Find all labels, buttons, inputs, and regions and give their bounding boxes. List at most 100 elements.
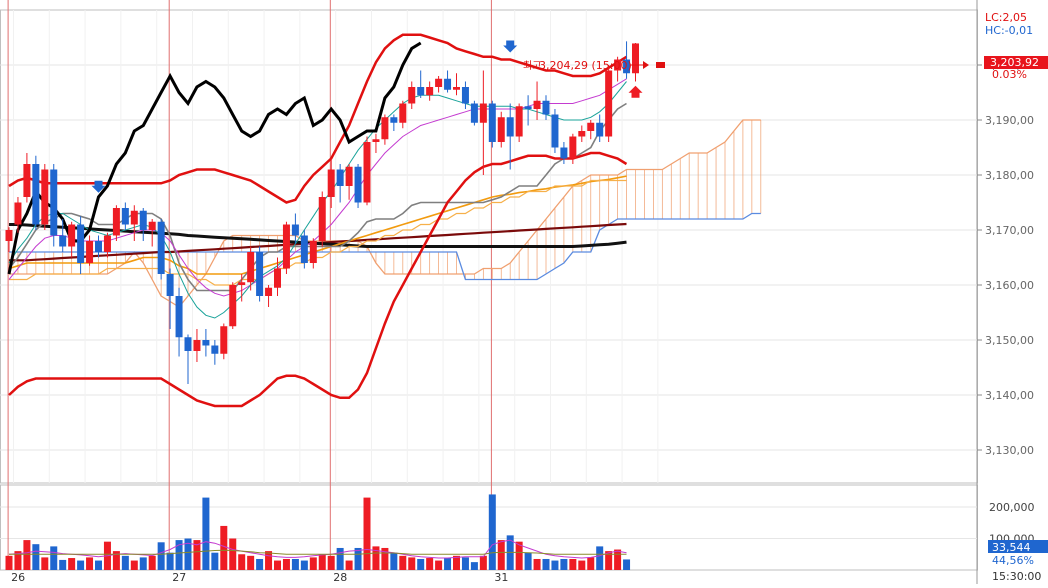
current-price-marker (656, 62, 665, 68)
volume-bar (41, 557, 49, 570)
volume-bar (327, 555, 335, 570)
ichimoku-span-b (9, 212, 761, 281)
current-price-tag (984, 56, 1048, 69)
volume-bar (121, 555, 129, 570)
candlestick-series (5, 40, 665, 384)
volume-bar (32, 544, 40, 570)
volume-bar (148, 555, 156, 570)
candle-body (256, 252, 264, 296)
volume-bar (461, 557, 469, 570)
candle-body (68, 224, 76, 247)
candle-body (345, 166, 353, 186)
volume-bar (229, 538, 237, 570)
volume-bar (166, 552, 174, 570)
volume-tick-label: 200,000 (989, 501, 1035, 514)
candle-body (542, 100, 550, 115)
candle-body (435, 78, 443, 87)
volume-bar (524, 552, 532, 570)
candle-body (632, 43, 639, 74)
ma-orange-line (8, 175, 627, 275)
volume-bar (560, 558, 568, 570)
volume-bar (470, 562, 478, 570)
candle-body (524, 106, 532, 109)
candle-body (41, 169, 49, 225)
candle-body (220, 326, 228, 354)
candle-body (596, 122, 604, 137)
volume-value-label: 33,544 (992, 541, 1031, 554)
volume-bar (50, 546, 58, 570)
candle-body (139, 210, 147, 230)
candle-body (247, 252, 255, 283)
candle-body (453, 87, 460, 90)
candle-body (587, 122, 595, 131)
sell-signal-arrow (503, 40, 518, 53)
ma-gray-line (8, 102, 627, 292)
lc-indicator: LC:2,05 (985, 11, 1027, 24)
candle-body (265, 287, 273, 296)
candle-body (5, 230, 13, 241)
volume-bar (157, 542, 165, 570)
price-tick-label: 3,180,00 (985, 169, 1034, 182)
ma-thick-black-line (9, 223, 627, 248)
candle-body (309, 241, 317, 263)
volume-bar (542, 558, 550, 570)
volume-bar (211, 552, 219, 570)
volume-bar (497, 540, 505, 570)
candle-body (497, 117, 505, 142)
volume-bar (596, 546, 604, 570)
volume-bar (95, 560, 102, 570)
volume-bar (578, 560, 586, 570)
candle-body (408, 87, 416, 104)
volume-bar (623, 559, 631, 570)
annotations-layer: LC:2,05 HC:-0,01 3,203,92 0.03% 최고 3,204… (523, 11, 1048, 583)
price-tick-label: 3,160,00 (985, 279, 1034, 292)
time-axis-label: 15:30:00 (992, 570, 1041, 583)
price-tick-label: 3,190,00 (985, 114, 1034, 127)
volume-bar (77, 560, 85, 570)
volume-bar (372, 546, 380, 570)
candle-body (157, 221, 165, 274)
candle-body (479, 103, 487, 123)
volume-bar (479, 555, 487, 570)
candle-body (488, 103, 496, 142)
volume-bar (193, 540, 201, 570)
volume-bar (336, 547, 344, 570)
volume-bar (130, 560, 138, 570)
candle-body (381, 117, 389, 140)
candle-body (282, 224, 290, 269)
candle-body (103, 235, 111, 252)
volume-bar (569, 558, 577, 570)
volume-bar (605, 551, 613, 570)
price-tick-label: 3,170,00 (985, 224, 1034, 237)
ichimoku-cloud (8, 119, 762, 308)
volume-bar (139, 557, 147, 570)
candle-body (77, 224, 85, 263)
ma-teal-line (8, 81, 627, 319)
ichimoku-base-line (9, 179, 627, 286)
current-price-change: 0.03% (992, 68, 1027, 81)
volume-bar (23, 540, 31, 570)
volume-bar (256, 558, 264, 570)
candle-body (238, 282, 246, 285)
candle-body (605, 70, 613, 137)
candle-body (211, 345, 219, 354)
candle-body (399, 103, 407, 123)
candle-body (175, 296, 183, 338)
candle-body (336, 169, 344, 186)
candle-body (578, 131, 586, 137)
day-label: 31 (494, 571, 508, 584)
volume-bar (59, 559, 67, 570)
ma-magenta-line (8, 78, 627, 297)
volume-bar (614, 549, 622, 570)
day-label: 28 (333, 571, 347, 584)
candle-body (506, 117, 514, 137)
bollinger-upper-line (8, 33, 628, 204)
volume-bar (587, 557, 595, 570)
candle-body (166, 274, 174, 296)
buy-signal-arrow (628, 85, 643, 98)
volume-bar (381, 547, 389, 570)
candle-body (569, 136, 577, 159)
candle-body (623, 59, 631, 74)
